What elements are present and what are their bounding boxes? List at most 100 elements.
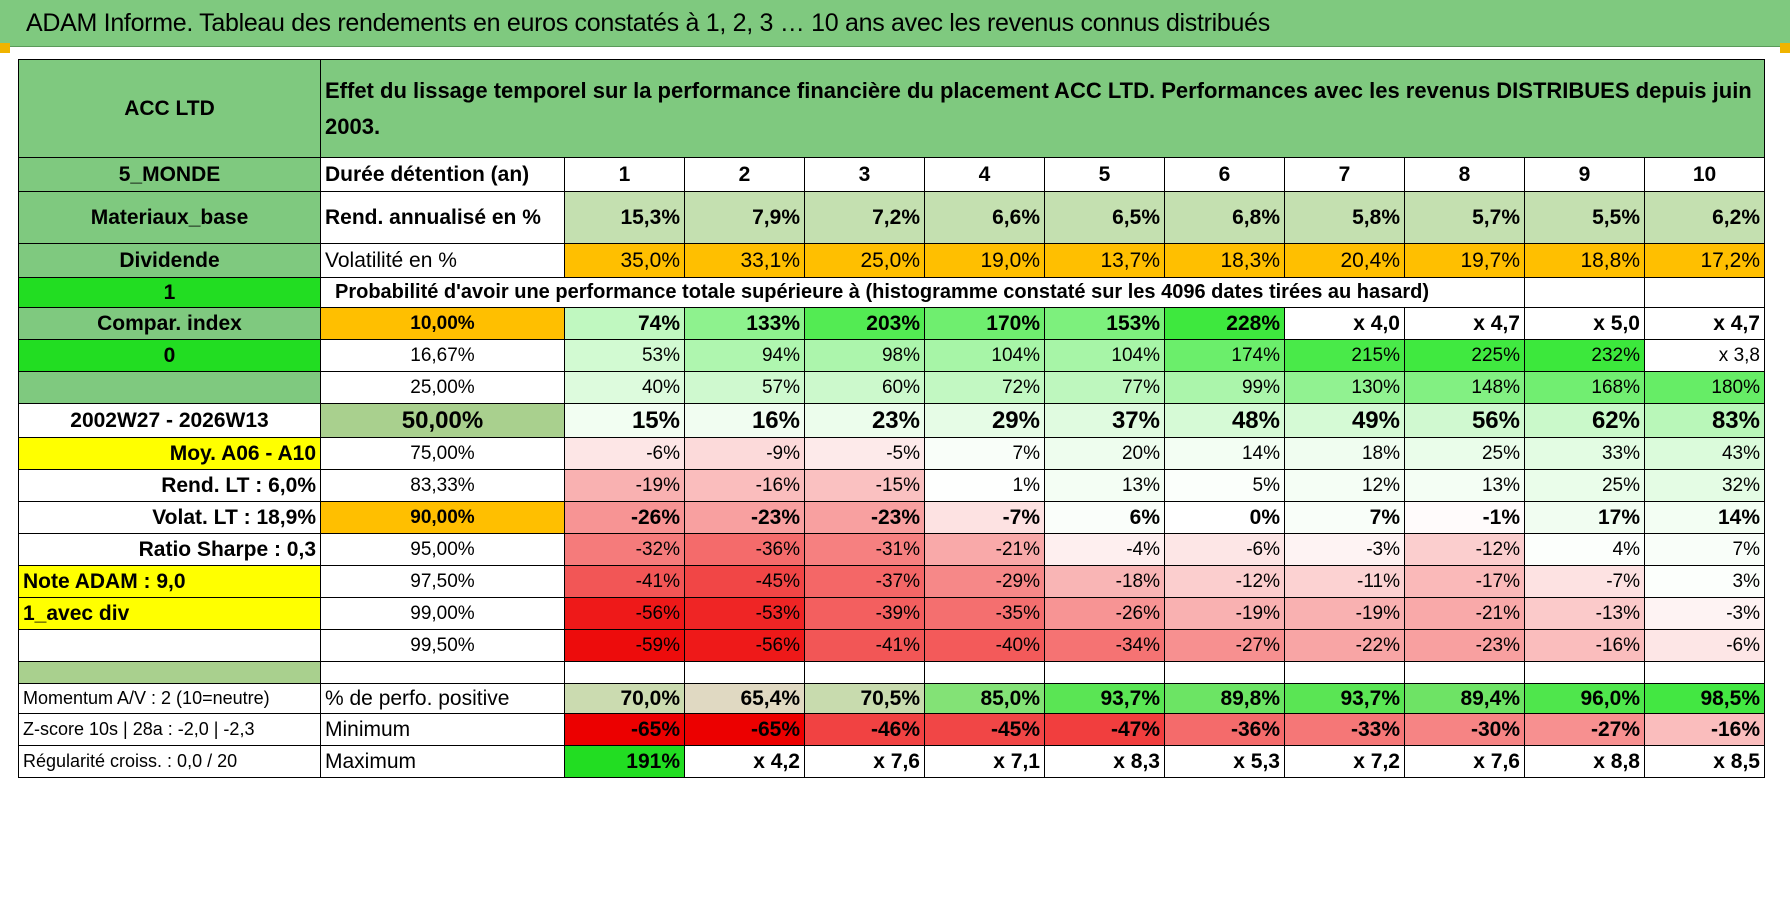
prob-value: -22% — [1284, 629, 1405, 662]
vol-value: 19,7% — [1404, 243, 1525, 278]
left-info-cell: Rend. LT : 6,0% — [18, 469, 321, 502]
vol-label: Volatilité en % — [320, 243, 565, 278]
prob-value: -5% — [804, 437, 925, 470]
prob-value: 23% — [804, 403, 925, 438]
gap-cell — [1284, 661, 1405, 684]
prob-value: -17% — [1404, 565, 1525, 598]
header-row: ACC LTD Effet du lissage temporel sur la … — [18, 59, 1765, 158]
prob-value: -27% — [1164, 629, 1285, 662]
year-header: 10 — [1644, 157, 1765, 192]
prob-row: Volat. LT : 18,9% 90,00% -26% -23% -23% -7% 6%… — [18, 501, 1765, 534]
max-value: x 8,8 — [1524, 745, 1645, 778]
gap-cell — [924, 661, 1045, 684]
threshold-cell: 95,00% — [320, 533, 565, 566]
max-value: x 7,1 — [924, 745, 1045, 778]
prob-value: 16% — [684, 403, 805, 438]
prob-value: x 5,0 — [1524, 307, 1645, 340]
prob-value: -23% — [684, 501, 805, 534]
vol-value: 17,2% — [1644, 243, 1765, 278]
prob-value: 7% — [1284, 501, 1405, 534]
gap-cell — [564, 661, 685, 684]
prob-value: 83% — [1644, 403, 1765, 438]
prob-value: -23% — [804, 501, 925, 534]
title-bar: ADAM Informe. Tableau des rendements en … — [0, 0, 1790, 47]
pos-value: 89,4% — [1404, 683, 1525, 714]
max-value: x 8,5 — [1644, 745, 1765, 778]
prob-value: -18% — [1044, 565, 1165, 598]
gap-cell — [684, 661, 805, 684]
max-row: Régularité croiss. : 0,0 / 20 Maximum 191%… — [18, 745, 1765, 778]
prob-value: 3% — [1644, 565, 1765, 598]
min-value: -33% — [1284, 713, 1405, 746]
corner-marker-icon — [0, 43, 10, 53]
prob-value: -40% — [924, 629, 1045, 662]
prob-value: -35% — [924, 597, 1045, 630]
prob-value: 99% — [1164, 371, 1285, 404]
prob-value: -19% — [564, 469, 685, 502]
prob-value: -26% — [1044, 597, 1165, 630]
left-info-cell: Moy. A06 - A10 — [18, 437, 321, 470]
prob-value: -21% — [924, 533, 1045, 566]
prob-value: -7% — [924, 501, 1045, 534]
prob-value: 20% — [1044, 437, 1165, 470]
rend-value: 7,2% — [804, 191, 925, 244]
prob-value: 18% — [1284, 437, 1405, 470]
prob-value: 0% — [1164, 501, 1285, 534]
rend-value: 5,7% — [1404, 191, 1525, 244]
prob-value: -12% — [1404, 533, 1525, 566]
threshold-cell: 16,67% — [320, 339, 565, 372]
threshold-cell: 90,00% — [320, 501, 565, 534]
prob-row: 0 16,67% 53% 94% 98% 104% 104% 174% 215% 225% 232%… — [18, 339, 1765, 372]
prob-value: 104% — [924, 339, 1045, 372]
vol-value: 19,0% — [924, 243, 1045, 278]
prob-row: 1_avec div 99,00% -56% -53% -39% -35% -26% -19%… — [18, 597, 1765, 630]
min-value: -45% — [924, 713, 1045, 746]
prob-value: 203% — [804, 307, 925, 340]
prob-value: 43% — [1644, 437, 1765, 470]
vol-value: 13,7% — [1044, 243, 1165, 278]
left-info-cell — [18, 371, 321, 404]
gap-cell — [320, 661, 565, 684]
prob-value: 7% — [1644, 533, 1765, 566]
pos-value: 98,5% — [1644, 683, 1765, 714]
year-header: 3 — [804, 157, 925, 192]
prob-value: -37% — [804, 565, 925, 598]
prob-value: 228% — [1164, 307, 1285, 340]
max-value: x 5,3 — [1164, 745, 1285, 778]
prob-value: -41% — [804, 629, 925, 662]
vol-value: 18,3% — [1164, 243, 1285, 278]
value-one: 1 — [18, 277, 321, 308]
prob-value: 1% — [924, 469, 1045, 502]
prob-value: 130% — [1284, 371, 1405, 404]
vol-value: 20,4% — [1284, 243, 1405, 278]
prob-value: 232% — [1524, 339, 1645, 372]
rend-row: Materiaux_base Rend. annualisé en % 15,3% 7… — [18, 191, 1765, 244]
prob-value: 215% — [1284, 339, 1405, 372]
performance-table: ACC LTD Effet du lissage temporel sur la … — [18, 59, 1765, 778]
min-label: Minimum — [320, 713, 565, 746]
corner-marker-icon — [1780, 43, 1790, 53]
prob-value: 48% — [1164, 403, 1285, 438]
prob-value: 37% — [1044, 403, 1165, 438]
pos-value: 70,5% — [804, 683, 925, 714]
prob-value: 29% — [924, 403, 1045, 438]
prob-value: x 3,8 — [1644, 339, 1765, 372]
prob-caption: Probabilité d'avoir une performance tota… — [320, 277, 1525, 308]
empty-cell — [1644, 277, 1765, 308]
prob-value: -32% — [564, 533, 685, 566]
threshold-cell: 99,00% — [320, 597, 565, 630]
prob-value: -3% — [1644, 597, 1765, 630]
threshold-cell: 75,00% — [320, 437, 565, 470]
max-label: Maximum — [320, 745, 565, 778]
prob-value: 5% — [1164, 469, 1285, 502]
momentum-label: Momentum A/V : 2 (10=neutre) — [18, 683, 321, 714]
prob-value: -13% — [1524, 597, 1645, 630]
vol-row: Dividende Volatilité en % 35,0% 33,1% 25,0% 1… — [18, 243, 1765, 278]
gap-cell — [1404, 661, 1525, 684]
pos-value: 93,7% — [1044, 683, 1165, 714]
year-header: 7 — [1284, 157, 1405, 192]
prob-value: 33% — [1524, 437, 1645, 470]
prob-value: 94% — [684, 339, 805, 372]
prob-row: Note ADAM : 9,0 97,50% -41% -45% -37% -29% -18… — [18, 565, 1765, 598]
prob-value: 148% — [1404, 371, 1525, 404]
